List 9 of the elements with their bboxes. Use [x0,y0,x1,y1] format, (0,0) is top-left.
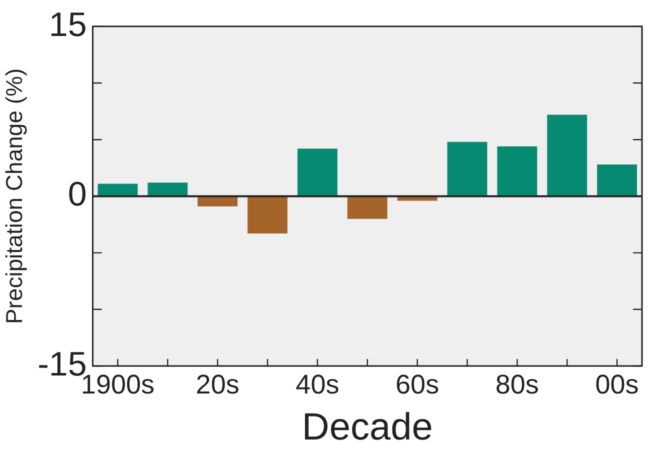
x-tick-label: 80s [495,370,539,400]
x-tick-label: 40s [296,370,340,400]
y-axis-title: Precipitation Change (%) [1,68,28,324]
x-tick-label: 60s [396,370,440,400]
y-tick-label: 15 [48,6,87,44]
x-tick-label: 00s [595,370,639,400]
x-tick-label: 20s [196,370,240,400]
y-tick-label: 0 [68,176,87,214]
x-axis-title: Decade [302,406,433,449]
